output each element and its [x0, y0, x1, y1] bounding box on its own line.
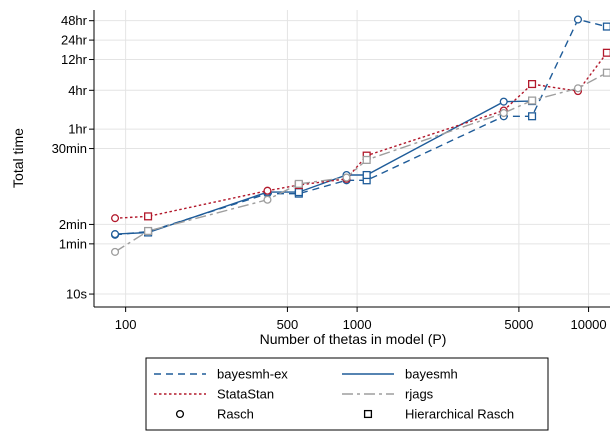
- data-point-square: [294, 179, 303, 188]
- data-point-circle: [263, 195, 272, 204]
- x-tick-label: 500: [277, 317, 299, 332]
- series-statastan: [110, 48, 610, 223]
- data-point-circle: [110, 230, 120, 239]
- data-point-square: [528, 80, 537, 89]
- legend-label: bayesmh-ex: [217, 367, 288, 382]
- series-rjags: [110, 68, 610, 256]
- x-axis-title: Number of thetas in model (P): [260, 331, 447, 347]
- series-layer: [110, 15, 610, 256]
- y-tick-label: 30min: [52, 141, 87, 156]
- x-tick-label: 10000: [570, 317, 606, 332]
- data-point-square: [602, 48, 610, 57]
- data-point-square: [144, 226, 153, 236]
- data-point-square: [362, 170, 371, 180]
- data-point-square: [602, 22, 610, 31]
- legend-item: StataStan: [154, 387, 274, 402]
- grid: [94, 10, 610, 307]
- data-point-square: [528, 96, 537, 105]
- legend-item: bayesmh-ex: [154, 367, 288, 382]
- series-line: [114, 72, 608, 253]
- data-point-circle: [573, 84, 583, 93]
- legend-label: Rasch: [217, 407, 254, 422]
- legend: bayesmh-ex bayesmh StataStan rjags Rasch Hier…: [145, 357, 549, 431]
- data-point-circle: [263, 186, 272, 195]
- series-line: [114, 100, 533, 235]
- data-point-circle: [342, 173, 351, 182]
- series-line: [114, 52, 608, 219]
- data-point-square: [602, 68, 610, 77]
- series-bayesmh-ex: [110, 15, 610, 239]
- y-tick-label: 10s: [66, 287, 87, 302]
- legend-item: Hierarchical Rasch: [363, 407, 514, 422]
- axes: [93, 10, 610, 308]
- y-tick-label: 2min: [59, 217, 87, 232]
- legend-marker-circle: [175, 409, 185, 419]
- data-point-square: [528, 112, 537, 121]
- series-line: [114, 18, 608, 236]
- legend-item: Rasch: [175, 407, 254, 422]
- x-tick-label: 5000: [504, 317, 533, 332]
- legend-marker-square: [363, 409, 373, 419]
- y-tick-label: 24hr: [61, 33, 88, 48]
- y-tick-label: 4hr: [68, 83, 87, 98]
- y-tick-labels: 10s 1min 2min 30min 1hr 4hr 12hr 24hr 48hr: [52, 13, 94, 302]
- data-point-circle: [573, 15, 583, 24]
- y-axis-title: Total time: [10, 128, 26, 188]
- legend-label: bayesmh: [405, 367, 458, 382]
- data-point-square: [144, 212, 153, 221]
- legend-item: rjags: [342, 387, 434, 402]
- legend-label: rjags: [405, 387, 434, 402]
- legend-label: Hierarchical Rasch: [405, 407, 514, 422]
- y-tick-label: 1hr: [68, 122, 87, 137]
- data-point-circle: [499, 108, 508, 118]
- series-bayesmh: [110, 97, 537, 239]
- data-point-circle: [499, 97, 508, 106]
- x-tick-label: 1000: [343, 317, 372, 332]
- data-point-square: [294, 188, 303, 197]
- y-tick-label: 48hr: [61, 13, 88, 28]
- data-point-circle: [110, 247, 120, 256]
- data-point-square: [362, 155, 371, 164]
- x-tick-label: 100: [115, 317, 137, 332]
- legend-item: bayesmh: [342, 367, 458, 382]
- legend-label: StataStan: [217, 387, 274, 402]
- data-point-circle: [110, 214, 120, 223]
- y-tick-label: 1min: [59, 236, 87, 251]
- x-tick-labels: 100 500 1000 5000 10000: [115, 307, 607, 332]
- y-tick-label: 12hr: [61, 52, 88, 67]
